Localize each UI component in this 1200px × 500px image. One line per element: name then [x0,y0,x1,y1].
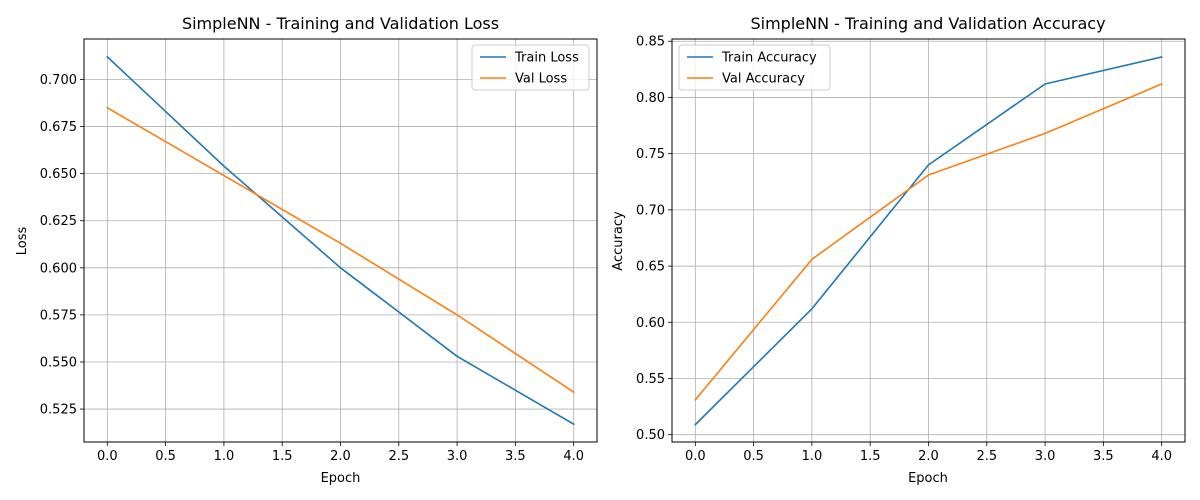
loss-x-tick-label: 3.0 [447,449,468,464]
accuracy-x-tick-label: 3.0 [1035,449,1056,464]
accuracy-x-tick-label: 0.5 [743,449,764,464]
loss-y-tick-label: 0.700 [40,73,77,88]
loss-legend: Train Loss Val Loss [471,44,590,91]
accuracy-x-tick-label: 1.0 [802,449,823,464]
accuracy-x-tick-label: 2.5 [976,449,997,464]
accuracy-x-tick-label: 1.5 [860,449,881,464]
accuracy-y-tick-label: 0.85 [636,35,665,50]
accuracy-chart-title: SimpleNN - Training and Validation Accur… [750,14,1105,33]
accuracy-legend: Train Accuracy Val Accuracy [678,44,831,91]
accuracy-ticks: 0.0 0.5 1.0 1.5 2.0 2.5 3.0 3.5 4.0 0.50 0.55 0.60 0… [636,35,1172,464]
loss-x-tick-label: 1.0 [214,449,235,464]
loss-chart: SimpleNN - Training and Validation Loss … [15,14,598,486]
accuracy-grid [672,39,1185,442]
accuracy-y-tick-label: 0.75 [636,147,665,162]
loss-x-tick-label: 1.5 [272,449,293,464]
loss-x-tick-label: 0.0 [97,449,118,464]
loss-x-axis-label: Epoch [321,471,361,486]
accuracy-x-tick-label: 2.0 [918,449,939,464]
accuracy-x-tick-label: 3.5 [1093,449,1114,464]
loss-legend-train-label: Train Loss [514,51,579,66]
loss-series-val-line [106,106,575,394]
loss-y-tick-label: 0.625 [40,214,77,229]
loss-series [106,55,575,426]
loss-x-tick-label: 4.0 [563,449,584,464]
accuracy-y-tick-label: 0.50 [636,428,665,443]
accuracy-y-tick-label: 0.70 [636,203,665,218]
loss-y-tick-label: 0.675 [40,120,77,135]
loss-y-tick-label: 0.600 [40,261,77,276]
accuracy-series-train-line [694,56,1163,426]
accuracy-y-tick-label: 0.80 [636,91,665,106]
loss-y-tick-label: 0.550 [40,355,77,370]
loss-x-tick-label: 2.5 [388,449,409,464]
loss-ticks: 0.0 0.5 1.0 1.5 2.0 2.5 3.0 3.5 4.0 0.525 0.550 0.5… [40,73,584,464]
loss-y-tick-label: 0.575 [40,308,77,323]
loss-chart-title: SimpleNN - Training and Validation Loss [182,14,499,33]
loss-y-tick-label: 0.525 [40,403,77,418]
accuracy-chart: SimpleNN - Training and Validation Accur… [611,14,1186,486]
loss-x-tick-label: 0.5 [155,449,176,464]
accuracy-y-axis-label: Accuracy [611,211,626,271]
accuracy-y-tick-label: 0.55 [636,372,665,387]
accuracy-y-tick-label: 0.65 [636,260,665,275]
loss-legend-val-label: Val Loss [515,72,567,87]
accuracy-x-tick-label: 4.0 [1151,449,1172,464]
loss-x-tick-label: 3.5 [505,449,526,464]
accuracy-legend-val-label: Val Accuracy [722,72,805,87]
accuracy-series [694,56,1163,426]
accuracy-y-tick-label: 0.60 [636,316,665,331]
accuracy-x-axis-label: Epoch [908,471,948,486]
accuracy-legend-train-label: Train Accuracy [721,51,817,66]
loss-x-tick-label: 2.0 [330,449,351,464]
loss-series-train-line [106,55,575,426]
loss-y-axis-label: Loss [15,227,30,256]
accuracy-legend-box [678,44,831,91]
loss-y-tick-label: 0.650 [40,167,77,182]
accuracy-series-val-line [694,82,1163,401]
accuracy-x-tick-label: 0.0 [685,449,706,464]
